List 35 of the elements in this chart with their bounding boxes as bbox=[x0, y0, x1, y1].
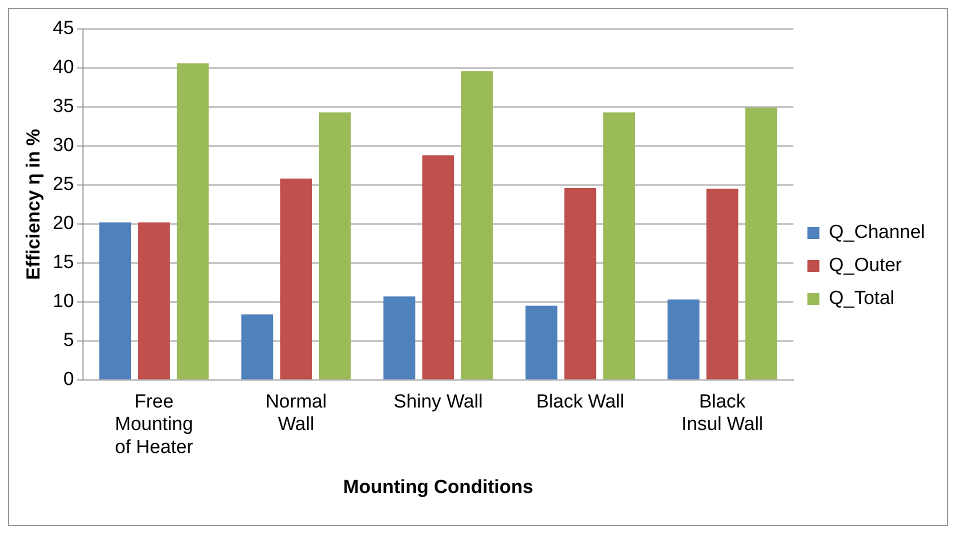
bar bbox=[383, 296, 416, 380]
x-tick-label: Free Mounting of Heater bbox=[114, 391, 194, 458]
bar bbox=[745, 108, 778, 380]
bar bbox=[318, 112, 351, 380]
bar bbox=[422, 155, 454, 380]
y-tick-label: 0 bbox=[63, 369, 74, 390]
bar bbox=[525, 306, 558, 380]
x-tick-label: Normal Wall bbox=[265, 391, 327, 436]
bar bbox=[668, 300, 700, 380]
bar bbox=[461, 71, 493, 380]
y-tick-label: 15 bbox=[52, 252, 74, 274]
y-tick-label: 25 bbox=[52, 174, 74, 196]
bar bbox=[241, 314, 274, 380]
x-axis-title: Mounting Conditions bbox=[343, 476, 534, 498]
y-tick-label: 30 bbox=[52, 135, 74, 156]
bar bbox=[603, 112, 636, 380]
legend-label: Q_Channel bbox=[828, 222, 925, 244]
y-tick-label: 20 bbox=[52, 213, 74, 234]
bar bbox=[280, 178, 312, 380]
bar bbox=[564, 188, 596, 380]
x-tick-label: Shiny Wall bbox=[394, 391, 483, 412]
y-tick-label: 35 bbox=[52, 96, 74, 118]
bar bbox=[706, 188, 738, 380]
legend-label: Q_Total bbox=[828, 288, 894, 310]
y-tick-label: 10 bbox=[52, 291, 74, 312]
bar bbox=[138, 222, 170, 380]
bar bbox=[99, 222, 132, 380]
y-tick-label: 5 bbox=[63, 330, 74, 352]
bar bbox=[176, 63, 209, 380]
y-tick-label: 45 bbox=[52, 18, 74, 40]
legend-label: Q_Outer bbox=[828, 255, 902, 276]
x-tick-label: Black Insul Wall bbox=[682, 391, 764, 436]
x-tick-label: Black Wall bbox=[536, 391, 624, 412]
y-axis-title: Efficiency η in % bbox=[24, 128, 45, 280]
y-tick-label: 40 bbox=[52, 57, 74, 78]
